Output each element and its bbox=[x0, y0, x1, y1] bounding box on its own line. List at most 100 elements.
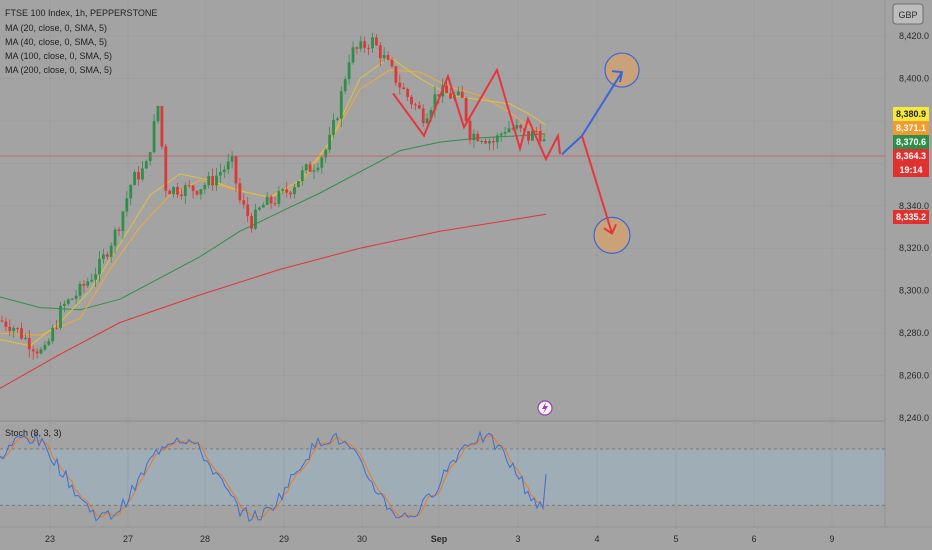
candle-body bbox=[324, 149, 328, 158]
time-axis-label: 9 bbox=[829, 534, 834, 544]
downside-arrow bbox=[581, 135, 613, 234]
candle-body bbox=[133, 172, 136, 186]
downside-arrow-head bbox=[603, 223, 617, 235]
candle-body bbox=[121, 211, 125, 231]
candle-body bbox=[281, 189, 285, 192]
candle-body bbox=[144, 161, 148, 169]
candle-body bbox=[219, 172, 222, 176]
candle-body bbox=[386, 54, 390, 60]
time-axis[interactable]: 23 27 28 29 30 Sep 3 4 5 6 9 bbox=[0, 526, 932, 550]
candle-body bbox=[406, 89, 409, 97]
candle-body bbox=[464, 97, 468, 121]
candle-body bbox=[250, 215, 253, 229]
candle-body bbox=[148, 152, 152, 162]
price-axis[interactable]: 8,420.08,400.08,380.08,360.08,340.08,320… bbox=[884, 0, 932, 527]
price-axis-label: 8,240.0 bbox=[899, 413, 929, 423]
candle-body bbox=[277, 191, 281, 204]
stoch-k-line bbox=[0, 430, 547, 523]
time-axis-label: 23 bbox=[45, 534, 55, 544]
currency-button[interactable]: GBP bbox=[892, 3, 924, 25]
price-tag-value: 8,371.1 bbox=[896, 123, 926, 133]
upside-arrow bbox=[581, 71, 623, 137]
candle-body bbox=[27, 337, 31, 350]
candle-body bbox=[168, 190, 172, 195]
candle-body bbox=[141, 168, 144, 180]
candle-body bbox=[445, 85, 448, 94]
candle-body bbox=[336, 118, 339, 120]
candle-body bbox=[12, 327, 16, 332]
price-tag bbox=[893, 149, 929, 163]
candle-body bbox=[355, 47, 359, 49]
candle-body bbox=[31, 349, 35, 352]
candle-body bbox=[261, 204, 265, 208]
candle-body bbox=[16, 327, 19, 329]
time-axis-label: 28 bbox=[200, 534, 210, 544]
candle-body bbox=[519, 125, 523, 129]
candle-body bbox=[156, 106, 160, 122]
candle-body bbox=[246, 204, 250, 216]
ma-100-line bbox=[0, 133, 547, 311]
candle-body bbox=[531, 130, 534, 141]
price-axis-label: 8,260.0 bbox=[899, 371, 929, 381]
candle-body bbox=[421, 108, 425, 124]
candle-body bbox=[304, 164, 308, 171]
candle-body bbox=[343, 79, 347, 92]
price-tag-value: 8,370.6 bbox=[896, 137, 926, 147]
moving-averages bbox=[0, 56, 547, 389]
candle-body bbox=[285, 189, 289, 193]
time-axis-label: 6 bbox=[751, 534, 756, 544]
price-tag-value: 8,364.3 bbox=[896, 151, 926, 161]
candle-body bbox=[332, 119, 335, 135]
candle-body bbox=[203, 185, 207, 190]
price-axis-label: 8,320.0 bbox=[899, 243, 929, 253]
time-axis-label: 3 bbox=[515, 534, 520, 544]
price-tag bbox=[893, 107, 929, 121]
candle-body bbox=[86, 281, 90, 286]
candle-body bbox=[363, 41, 367, 48]
candle-body bbox=[534, 130, 538, 132]
candle-body bbox=[125, 198, 129, 212]
candle-body bbox=[43, 344, 47, 350]
candle-body bbox=[328, 134, 331, 150]
candle-body bbox=[47, 341, 51, 345]
candle-body bbox=[199, 189, 203, 195]
candle-body bbox=[109, 245, 113, 257]
candle-body bbox=[542, 139, 546, 142]
candle-body bbox=[82, 283, 86, 286]
candle-body bbox=[74, 295, 78, 299]
candle-body bbox=[39, 349, 43, 354]
time-axis-label: 30 bbox=[357, 534, 367, 544]
price-axis-label: 8,280.0 bbox=[899, 328, 929, 338]
candle-body bbox=[429, 110, 433, 119]
candle-body bbox=[78, 283, 82, 296]
price-tags: 8,380.9 8,371.1 8,370.6 8,364.3 19:14 8,335.2 bbox=[893, 107, 929, 224]
candle-body bbox=[55, 327, 58, 329]
candle-body bbox=[20, 328, 23, 339]
ma-200-line bbox=[0, 213, 547, 389]
candle-body bbox=[402, 87, 406, 90]
upside-arrow-head bbox=[611, 70, 624, 83]
price-tag bbox=[893, 121, 929, 135]
candle-body bbox=[254, 209, 257, 229]
price-axis-label: 8,300.0 bbox=[899, 286, 929, 296]
lightning-icon[interactable] bbox=[537, 400, 553, 416]
projection-segment bbox=[561, 135, 583, 155]
candle-body bbox=[102, 254, 105, 259]
drawings[interactable] bbox=[392, 52, 640, 254]
candle-body bbox=[195, 190, 199, 195]
ma-20-label: MA (20, close, 0, SMA, 5) bbox=[5, 23, 107, 33]
candle-body bbox=[371, 37, 374, 49]
candle-body bbox=[191, 185, 195, 191]
candle-body bbox=[297, 181, 300, 188]
candle-body bbox=[211, 176, 214, 186]
candle-body bbox=[94, 274, 97, 280]
candle-body bbox=[476, 133, 480, 142]
ma-20-line bbox=[0, 56, 547, 347]
candle-body bbox=[105, 254, 109, 257]
time-axis-label: 4 bbox=[594, 534, 599, 544]
candle-body bbox=[24, 337, 27, 339]
candle-body bbox=[417, 105, 421, 109]
candle-body bbox=[238, 183, 242, 201]
